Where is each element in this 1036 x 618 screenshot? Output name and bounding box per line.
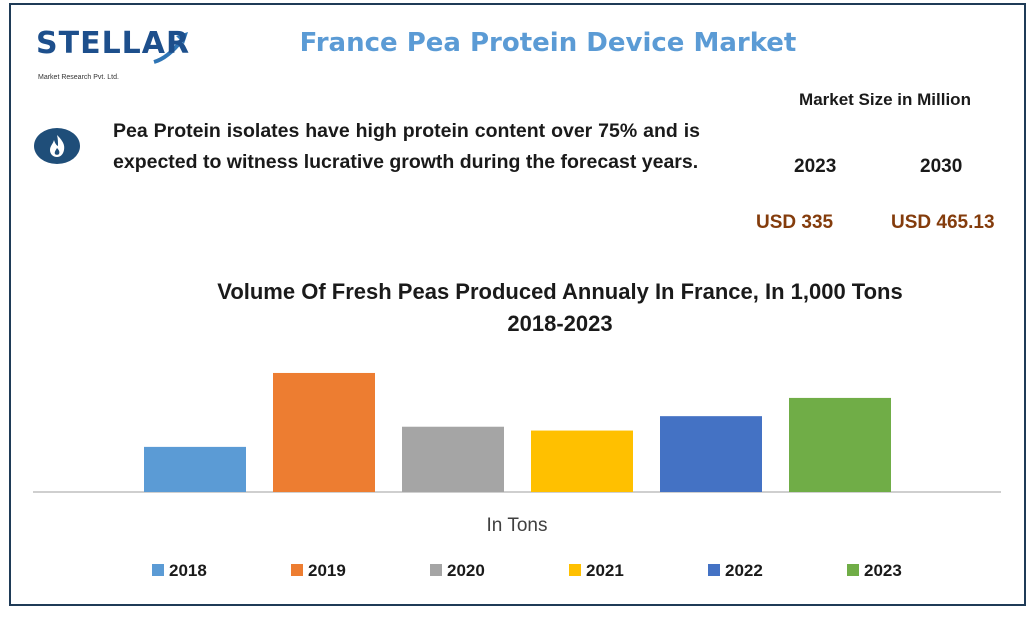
legend-swatch-2023 [847,564,859,576]
market-size-year-2023: 2023 [794,156,837,177]
logo-name: STELLAR [36,26,191,61]
page-title: France Pea Protein Device Market [299,28,797,58]
legend-swatch-2022 [708,564,720,576]
legend-label-2023: 2023 [864,561,902,580]
legend-label-2019: 2019 [308,561,346,580]
market-size-value-2023: USD 335 [756,212,834,233]
content-frame [9,3,1026,606]
legend-label-2018: 2018 [169,561,207,580]
logo-subtitle: Market Research Pvt. Ltd. [38,74,119,81]
legend-label-2022: 2022 [725,561,763,580]
chart-title-line-2: 2018-2023 [507,311,613,336]
bar-2020 [402,426,504,492]
legend-label-2021: 2021 [586,561,624,580]
bar-2023 [789,397,891,492]
market-size-label: Market Size in Million [799,90,971,109]
legend-swatch-2020 [430,564,442,576]
legend-swatch-2018 [152,564,164,576]
chart-legend: 2018 2019 2020 2021 2022 2023 [152,561,902,580]
chart-bars [144,372,891,492]
market-size-value-2030: USD 465.13 [891,212,995,233]
bar-2018 [144,446,246,492]
flame-icon [34,128,80,164]
chart-title: Volume Of Fresh Peas Produced Annualy In… [100,276,1020,340]
legend-swatch-2019 [291,564,303,576]
bar-2022 [660,416,762,492]
market-size-year-2030: 2030 [920,156,963,177]
chart-title-line-1: Volume Of Fresh Peas Produced Annualy In… [217,279,903,304]
legend-label-2020: 2020 [447,561,485,580]
logo-arrow-icon [153,32,188,64]
company-logo: STELLAR Market Research Pvt. Ltd. [36,26,196,88]
legend-swatch-2021 [569,564,581,576]
fact-text: Pea Protein isolates have high protein c… [113,120,700,173]
bar-2021 [531,430,633,492]
x-axis-label: In Tons [487,515,548,536]
bar-2019 [273,372,375,492]
